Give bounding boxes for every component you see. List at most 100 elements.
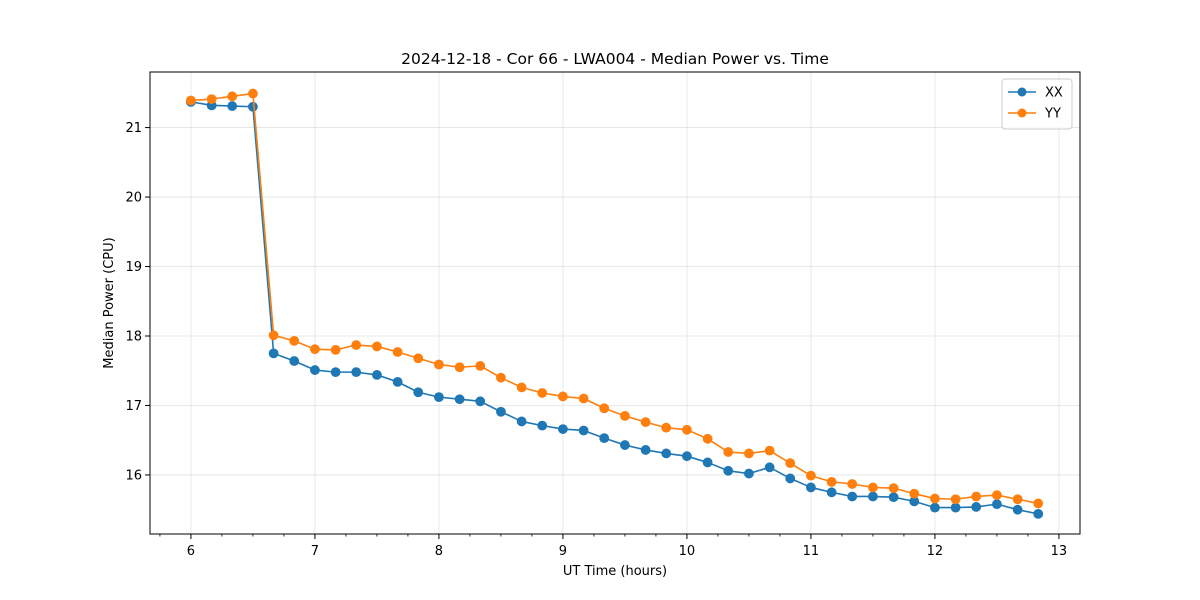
y-tick-label: 18 xyxy=(125,330,142,345)
data-point-yy xyxy=(289,335,300,346)
x-tick-label: 7 xyxy=(311,544,319,559)
data-point-xx xyxy=(868,491,878,502)
data-point-yy xyxy=(723,447,734,457)
data-point-xx xyxy=(744,468,754,479)
data-point-yy xyxy=(744,448,754,459)
data-point-yy xyxy=(702,433,713,444)
data-point-xx xyxy=(330,367,341,378)
data-point-xx xyxy=(806,482,816,493)
data-point-yy xyxy=(516,382,527,393)
data-point-xx xyxy=(930,502,940,513)
data-point-yy xyxy=(930,493,940,504)
data-point-xx xyxy=(702,457,713,468)
data-point-xx xyxy=(950,502,961,513)
data-point-yy xyxy=(372,341,382,352)
x-tick-label: 9 xyxy=(559,544,567,559)
legend-label-xx: XX xyxy=(1045,86,1063,101)
data-point-yy xyxy=(640,417,651,428)
data-point-xx xyxy=(764,462,775,473)
data-point-yy xyxy=(599,403,610,414)
data-point-xx xyxy=(496,406,506,417)
data-point-yy xyxy=(868,482,878,493)
data-point-xx xyxy=(992,499,1002,510)
data-series xyxy=(186,88,1044,519)
data-point-xx xyxy=(434,392,444,403)
legend: XX YY xyxy=(1001,78,1073,130)
data-point-yy xyxy=(847,479,858,489)
data-point-yy xyxy=(558,391,568,402)
data-point-xx xyxy=(1033,508,1044,519)
data-point-yy xyxy=(392,347,403,357)
y-axis-label: Median Power (CPU) xyxy=(102,237,117,368)
data-point-yy xyxy=(1012,494,1023,505)
data-point-xx xyxy=(888,492,899,503)
data-point-xx xyxy=(620,440,630,450)
legend-item-yy: YY xyxy=(1008,107,1061,122)
data-point-xx xyxy=(413,387,424,398)
data-point-yy xyxy=(206,94,217,104)
data-point-xx xyxy=(661,448,672,459)
legend-item-xx: XX xyxy=(1008,86,1063,101)
series-yy xyxy=(186,88,1044,509)
data-point-yy xyxy=(620,410,630,421)
plot-frame xyxy=(149,71,1081,535)
data-point-xx xyxy=(537,420,548,431)
data-point-xx xyxy=(785,473,796,484)
data-point-yy xyxy=(454,362,465,373)
data-point-xx xyxy=(372,370,382,380)
axis-ticks: 6 7 8 9 10 11 12 13 16 17 18 19 20 21 xyxy=(125,121,1067,559)
data-point-xx xyxy=(248,101,258,112)
data-point-yy xyxy=(268,330,279,341)
data-point-xx xyxy=(516,416,527,427)
data-point-xx xyxy=(971,502,982,512)
data-point-yy xyxy=(578,393,589,404)
data-point-yy xyxy=(537,388,548,398)
data-point-yy xyxy=(248,88,258,99)
data-point-xx xyxy=(578,425,589,436)
data-point-xx xyxy=(310,365,320,375)
data-point-xx xyxy=(227,101,238,111)
data-point-yy xyxy=(971,491,982,502)
data-point-xx xyxy=(1012,504,1023,515)
data-point-yy xyxy=(310,344,320,355)
y-tick-label: 19 xyxy=(125,260,142,275)
data-point-xx xyxy=(558,424,568,434)
data-point-yy xyxy=(888,483,899,494)
data-point-yy xyxy=(434,359,444,370)
data-point-yy xyxy=(330,344,341,355)
series-xx xyxy=(186,96,1044,519)
data-point-xx xyxy=(351,367,362,378)
data-point-yy xyxy=(764,445,775,456)
data-point-xx xyxy=(682,451,692,462)
data-point-yy xyxy=(682,424,692,435)
grid-lines xyxy=(150,72,1080,534)
data-point-yy xyxy=(826,476,837,487)
legend-marker-yy xyxy=(1017,108,1027,118)
data-point-xx xyxy=(847,491,858,502)
x-tick-label: 8 xyxy=(435,544,443,559)
data-point-yy xyxy=(413,353,424,364)
data-point-xx xyxy=(826,487,837,498)
x-tick-label: 6 xyxy=(187,544,195,559)
y-tick-label: 20 xyxy=(125,191,142,206)
data-point-xx xyxy=(454,394,465,405)
data-point-yy xyxy=(992,490,1002,500)
data-point-yy xyxy=(806,470,816,481)
y-tick-label: 17 xyxy=(125,399,142,414)
x-tick-label: 12 xyxy=(927,544,944,559)
data-point-xx xyxy=(392,376,403,387)
data-point-yy xyxy=(785,458,796,469)
data-point-xx xyxy=(640,445,651,455)
chart-title: 2024-12-18 - Cor 66 - LWA004 - Median Po… xyxy=(401,50,829,68)
data-point-xx xyxy=(599,433,610,444)
data-point-yy xyxy=(1033,498,1044,509)
legend-label-yy: YY xyxy=(1044,107,1061,122)
data-point-yy xyxy=(475,360,486,371)
data-point-xx xyxy=(475,396,486,407)
data-point-yy xyxy=(496,372,506,383)
data-point-yy xyxy=(186,95,196,106)
data-point-xx xyxy=(723,465,734,476)
x-tick-label: 11 xyxy=(803,544,820,559)
data-point-xx xyxy=(268,348,279,359)
